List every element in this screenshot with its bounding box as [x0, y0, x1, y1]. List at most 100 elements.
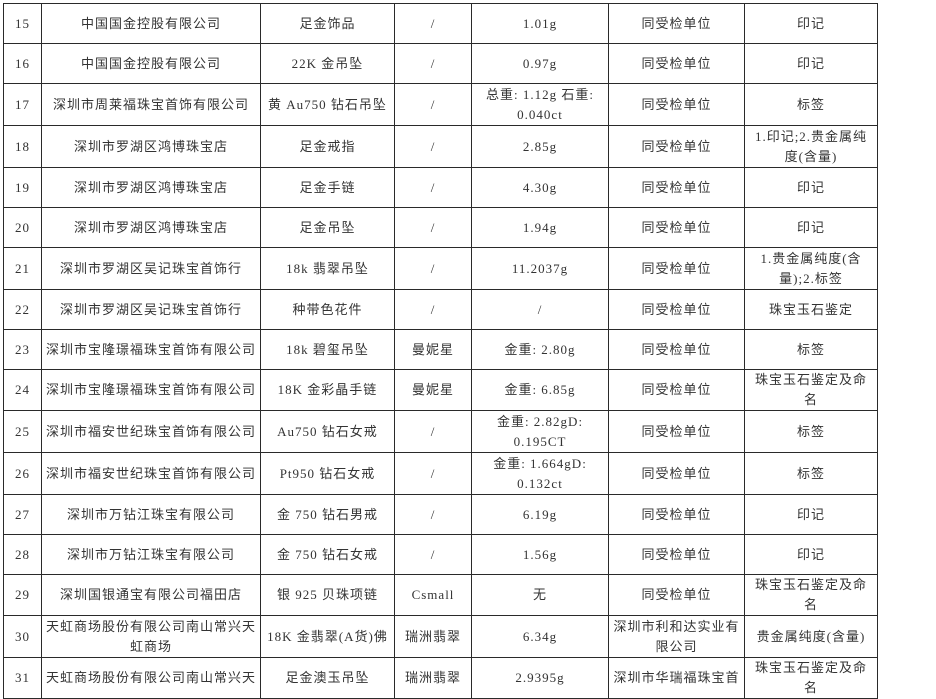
row-number: 25 [3, 410, 42, 453]
brand-cell: / [394, 167, 472, 208]
weight-cell: 11.2037g [471, 247, 609, 290]
company-cell: 天虹商场股份有限公司南山常兴天虹商场 [41, 615, 261, 658]
table-row: 26 深圳市福安世纪珠宝首饰有限公司 Pt950 钻石女戒 / 金重: 1.664gD:… [3, 452, 878, 495]
product-cell: 18k 碧玺吊坠 [260, 329, 395, 370]
inspection-results-table: 15 中国国金控股有限公司 足金饰品/1.01g 同受检单位 印记 16 中国国金控股有限公… [3, 3, 878, 699]
manufacturer-cell: 深圳市利和达实业有限公司 [608, 615, 745, 658]
row-number: 27 [3, 494, 42, 535]
product-cell: 18K 金翡翠(A货)佛 [260, 615, 395, 658]
product-cell: 22K 金吊坠 [260, 43, 395, 84]
row-number: 30 [3, 615, 42, 658]
product-cell: 18k 翡翠吊坠 [260, 247, 395, 290]
weight-cell: 6.34g [471, 615, 609, 658]
test-item-cell: 印记 [744, 43, 878, 84]
test-item-cell: 印记 [744, 167, 878, 208]
company-cell: 深圳国银通宝有限公司福田店 [41, 574, 261, 616]
row-number: 16 [3, 43, 42, 84]
product-cell: 黄 Au750 钻石吊坠 [260, 83, 395, 126]
product-cell: 18K 金彩晶手链 [260, 369, 395, 411]
row-number: 15 [3, 3, 42, 44]
row-number: 24 [3, 369, 42, 411]
test-item-cell: 印记 [744, 494, 878, 535]
table-row: 25 深圳市福安世纪珠宝首饰有限公司 Au750 钻石女戒 / 金重: 2.82gD: … [3, 410, 878, 453]
brand-cell: / [394, 3, 472, 44]
product-cell: 金 750 钻石女戒 [260, 534, 395, 575]
product-cell: Au750 钻石女戒 [260, 410, 395, 453]
manufacturer-cell: 同受检单位 [608, 247, 745, 290]
company-cell: 中国国金控股有限公司 [41, 43, 261, 84]
company-cell: 深圳市周莱福珠宝首饰有限公司 [41, 83, 261, 126]
weight-cell: 1.56g [471, 534, 609, 575]
table-row: 28 深圳市万钻江珠宝有限公司金 750 钻石女戒/1.56g 同受检单位 印记 [3, 534, 878, 575]
brand-cell: 瑞洲翡翠 [394, 657, 472, 699]
weight-cell: 6.19g [471, 494, 609, 535]
table-row: 22 深圳市罗湖区吴记珠宝首饰行 种带色花件 / / 同受检单位 珠宝玉石鉴定 [3, 289, 878, 330]
manufacturer-cell: 同受检单位 [608, 574, 745, 616]
row-number: 29 [3, 574, 42, 616]
brand-cell: / [394, 452, 472, 495]
brand-cell: / [394, 247, 472, 290]
brand-cell: / [394, 410, 472, 453]
weight-cell: 总重: 1.12g 石重: 0.040ct [471, 83, 609, 126]
brand-cell: 曼妮星 [394, 369, 472, 411]
test-item-cell: 1.印记;2.贵金属纯度(含量) [744, 125, 878, 168]
brand-cell: / [394, 43, 472, 84]
company-cell: 中国国金控股有限公司 [41, 3, 261, 44]
test-item-cell: 1.贵金属纯度(含量);2.标签 [744, 247, 878, 290]
company-cell: 深圳市罗湖区鸿博珠宝店 [41, 167, 261, 208]
row-number: 28 [3, 534, 42, 575]
row-number: 23 [3, 329, 42, 370]
test-item-cell: 珠宝玉石鉴定 [744, 289, 878, 330]
manufacturer-cell: 同受检单位 [608, 167, 745, 208]
brand-cell: / [394, 494, 472, 535]
row-number: 17 [3, 83, 42, 126]
weight-cell: 2.9395g [471, 657, 609, 699]
weight-cell: 0.97g [471, 43, 609, 84]
table-row: 20 深圳市罗湖区鸿博珠宝店 足金吊坠/1.94g 同受检单位 印记 [3, 207, 878, 248]
test-item-cell: 印记 [744, 534, 878, 575]
test-item-cell: 印记 [744, 3, 878, 44]
table-row: 17 深圳市周莱福珠宝首饰有限公司黄 Au750 钻石吊坠 / 总重: 1.12g 石… [3, 83, 878, 126]
table-row: 19 深圳市罗湖区鸿博珠宝店 足金手链/4.30g 同受检单位 印记 [3, 167, 878, 208]
company-cell: 深圳市罗湖区鸿博珠宝店 [41, 207, 261, 248]
brand-cell: 曼妮星 [394, 329, 472, 370]
company-cell: 天虹商场股份有限公司南山常兴天 [41, 657, 261, 699]
brand-cell: / [394, 83, 472, 126]
brand-cell: / [394, 534, 472, 575]
manufacturer-cell: 同受检单位 [608, 83, 745, 126]
weight-cell: / [471, 289, 609, 330]
brand-cell: / [394, 289, 472, 330]
row-number: 22 [3, 289, 42, 330]
table-row: 29 深圳国银通宝有限公司福田店银 925 贝珠项链 Csmall 无同受检单位 珠宝玉… [3, 574, 878, 616]
manufacturer-cell: 同受检单位 [608, 125, 745, 168]
test-item-cell: 标签 [744, 329, 878, 370]
product-cell: 足金吊坠 [260, 207, 395, 248]
brand-cell: Csmall [394, 574, 472, 616]
company-cell: 深圳市罗湖区吴记珠宝首饰行 [41, 289, 261, 330]
product-cell: 足金手链 [260, 167, 395, 208]
manufacturer-cell: 同受检单位 [608, 207, 745, 248]
table-row: 15 中国国金控股有限公司 足金饰品/1.01g 同受检单位 印记 [3, 3, 878, 44]
weight-cell: 1.94g [471, 207, 609, 248]
manufacturer-cell: 深圳市华瑞福珠宝首 [608, 657, 745, 699]
weight-cell: 无 [471, 574, 609, 616]
product-cell: 足金澳玉吊坠 [260, 657, 395, 699]
test-item-cell: 标签 [744, 83, 878, 126]
table-row: 30 天虹商场股份有限公司南山常兴天虹商场 18K 金翡翠(A货)佛 瑞洲翡翠 6.34… [3, 615, 878, 658]
manufacturer-cell: 同受检单位 [608, 43, 745, 84]
company-cell: 深圳市福安世纪珠宝首饰有限公司 [41, 410, 261, 453]
company-cell: 深圳市宝隆璟福珠宝首饰有限公司 [41, 369, 261, 411]
row-number: 20 [3, 207, 42, 248]
manufacturer-cell: 同受检单位 [608, 452, 745, 495]
manufacturer-cell: 同受检单位 [608, 329, 745, 370]
test-item-cell: 标签 [744, 452, 878, 495]
weight-cell: 4.30g [471, 167, 609, 208]
table-row: 21 深圳市罗湖区吴记珠宝首饰行 18k 翡翠吊坠/11.2037g 同受检单位 1.贵… [3, 247, 878, 290]
manufacturer-cell: 同受检单位 [608, 289, 745, 330]
row-number: 31 [3, 657, 42, 699]
company-cell: 深圳市福安世纪珠宝首饰有限公司 [41, 452, 261, 495]
table-row: 16 中国国金控股有限公司 22K 金吊坠/0.97g 同受检单位 印记 [3, 43, 878, 84]
weight-cell: 金重: 2.80g [471, 329, 609, 370]
weight-cell: 1.01g [471, 3, 609, 44]
row-number: 26 [3, 452, 42, 495]
